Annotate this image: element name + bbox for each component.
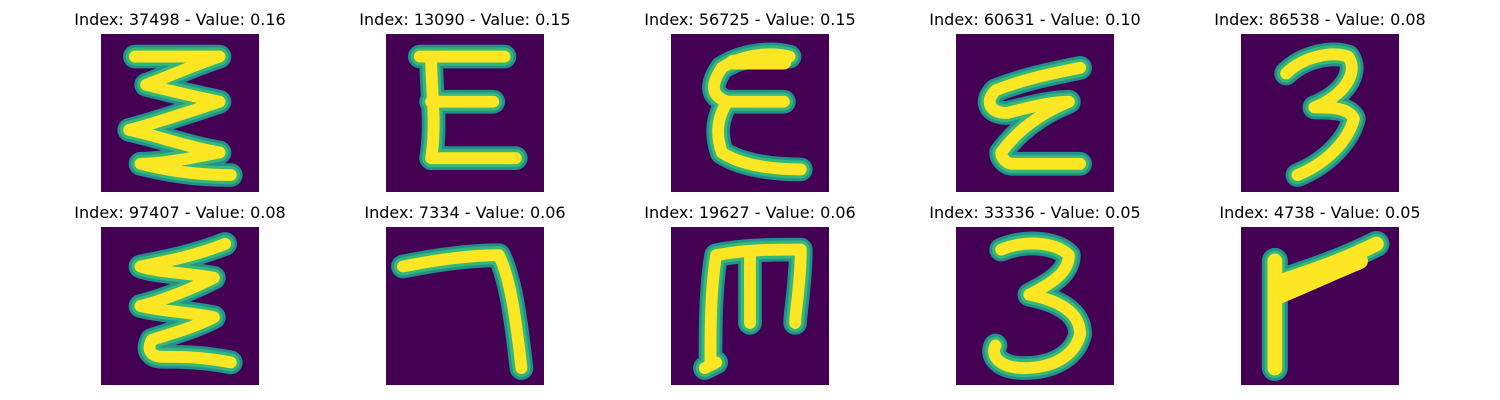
- glyph-image: [117, 44, 243, 187]
- glyph-image: [982, 231, 1092, 380]
- panel-title: Index: 60631 - Value: 0.10: [929, 10, 1141, 29]
- glyph-strokes: [982, 231, 1092, 380]
- panel-title: Index: 33336 - Value: 0.05: [929, 203, 1141, 222]
- glyph-image: [977, 56, 1092, 176]
- panel-title: Index: 13090 - Value: 0.15: [359, 10, 571, 29]
- glyph-image: [128, 232, 243, 375]
- panel-title: Index: 4738 - Value: 0.05: [1219, 203, 1421, 222]
- image-panel: Index: 7334 - Value: 0.06: [323, 203, 607, 393]
- panel-title: Index: 7334 - Value: 0.06: [364, 203, 566, 222]
- image-panel: Index: 37498 - Value: 0.16: [38, 10, 322, 200]
- image-panel: Index: 60631 - Value: 0.10: [893, 10, 1177, 200]
- digit-image: [671, 227, 829, 385]
- image-panel: Index: 86538 - Value: 0.08: [1178, 10, 1462, 200]
- glyph-strokes: [128, 232, 243, 375]
- glyph-strokes: [977, 56, 1092, 176]
- digit-image: [101, 34, 259, 192]
- panel-title: Index: 86538 - Value: 0.08: [1214, 10, 1426, 29]
- panel-title: Index: 56725 - Value: 0.15: [644, 10, 856, 29]
- glyph-image: [702, 42, 813, 182]
- image-panel: Index: 4738 - Value: 0.05: [1178, 203, 1462, 393]
- image-panel: Index: 56725 - Value: 0.15: [608, 10, 892, 200]
- glyph-strokes: [1261, 230, 1390, 382]
- digit-image: [956, 227, 1114, 385]
- glyph-strokes: [117, 44, 243, 187]
- panel-title: Index: 97407 - Value: 0.08: [74, 203, 286, 222]
- glyph-image: [1274, 42, 1366, 187]
- glyph-image: [408, 44, 528, 170]
- glyph-strokes: [391, 243, 534, 380]
- glyph-strokes: [1274, 42, 1366, 187]
- image-panel: Index: 13090 - Value: 0.15: [323, 10, 607, 200]
- glyph-image: [693, 237, 813, 380]
- digit-image: [1241, 227, 1399, 385]
- glyph-strokes: [408, 44, 528, 170]
- glyph-image: [391, 243, 534, 380]
- digit-image: [386, 34, 544, 192]
- image-panel: Index: 97407 - Value: 0.08: [38, 203, 322, 393]
- digit-image: [1241, 34, 1399, 192]
- image-panel: Index: 19627 - Value: 0.06: [608, 203, 892, 393]
- digit-image: [386, 227, 544, 385]
- panel-title: Index: 37498 - Value: 0.16: [74, 10, 286, 29]
- glyph-strokes: [693, 237, 813, 380]
- digit-image: [956, 34, 1114, 192]
- digit-image: [671, 34, 829, 192]
- panel-title: Index: 19627 - Value: 0.06: [644, 203, 856, 222]
- digit-image: [101, 227, 259, 385]
- image-panel: Index: 33336 - Value: 0.05: [893, 203, 1177, 393]
- glyph-strokes: [702, 42, 813, 182]
- glyph-image: [1261, 230, 1390, 382]
